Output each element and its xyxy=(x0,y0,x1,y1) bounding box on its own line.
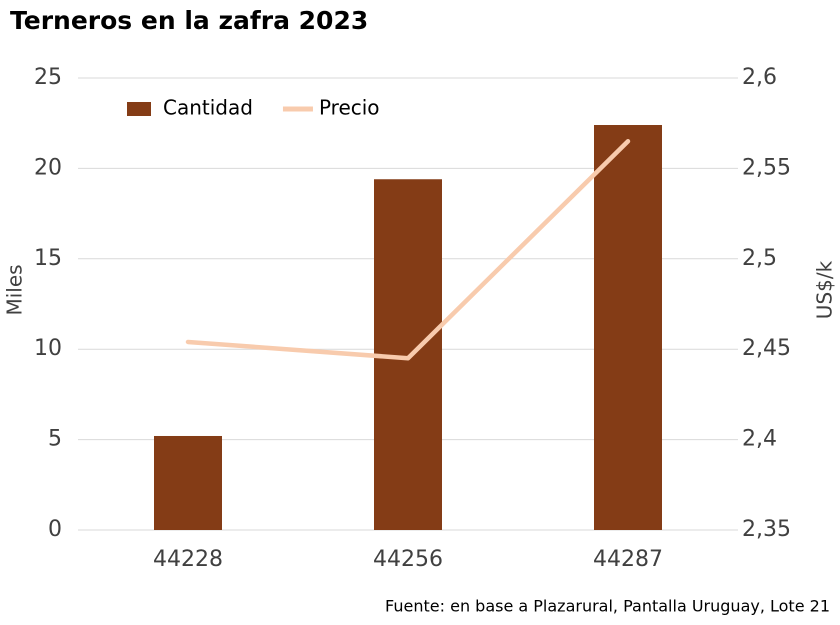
bar xyxy=(594,125,662,531)
y2-tick-label: 2,5 xyxy=(742,246,777,271)
bar xyxy=(154,435,222,530)
y-tick-label: 15 xyxy=(34,246,62,271)
y-tick-label: 10 xyxy=(34,336,62,361)
y2-tick-label: 2,55 xyxy=(742,155,791,180)
legend-swatch xyxy=(127,102,151,116)
legend-label: Precio xyxy=(319,96,380,120)
x-tick-label: 44287 xyxy=(593,547,663,572)
y-tick-label: 5 xyxy=(48,427,62,452)
chart-title: Terneros en la zafra 2023 xyxy=(10,6,368,35)
legend-label: Cantidad xyxy=(163,96,253,120)
y2-tick-label: 2,45 xyxy=(742,336,791,361)
y-tick-label: 25 xyxy=(34,65,62,90)
x-tick-label: 44228 xyxy=(153,547,223,572)
source-note: Fuente: en base a Plazarural, Pantalla U… xyxy=(385,597,830,616)
y-tick-label: 0 xyxy=(48,517,62,542)
y2-tick-label: 2,4 xyxy=(742,427,777,452)
y-axis-label: Miles xyxy=(3,264,27,315)
x-tick-label: 44256 xyxy=(373,547,443,572)
y2-axis-label: US$/k xyxy=(813,260,837,319)
y-tick-label: 20 xyxy=(34,155,62,180)
y2-tick-label: 2,6 xyxy=(742,65,777,90)
y2-tick-label: 2,35 xyxy=(742,517,791,542)
line xyxy=(185,139,631,361)
